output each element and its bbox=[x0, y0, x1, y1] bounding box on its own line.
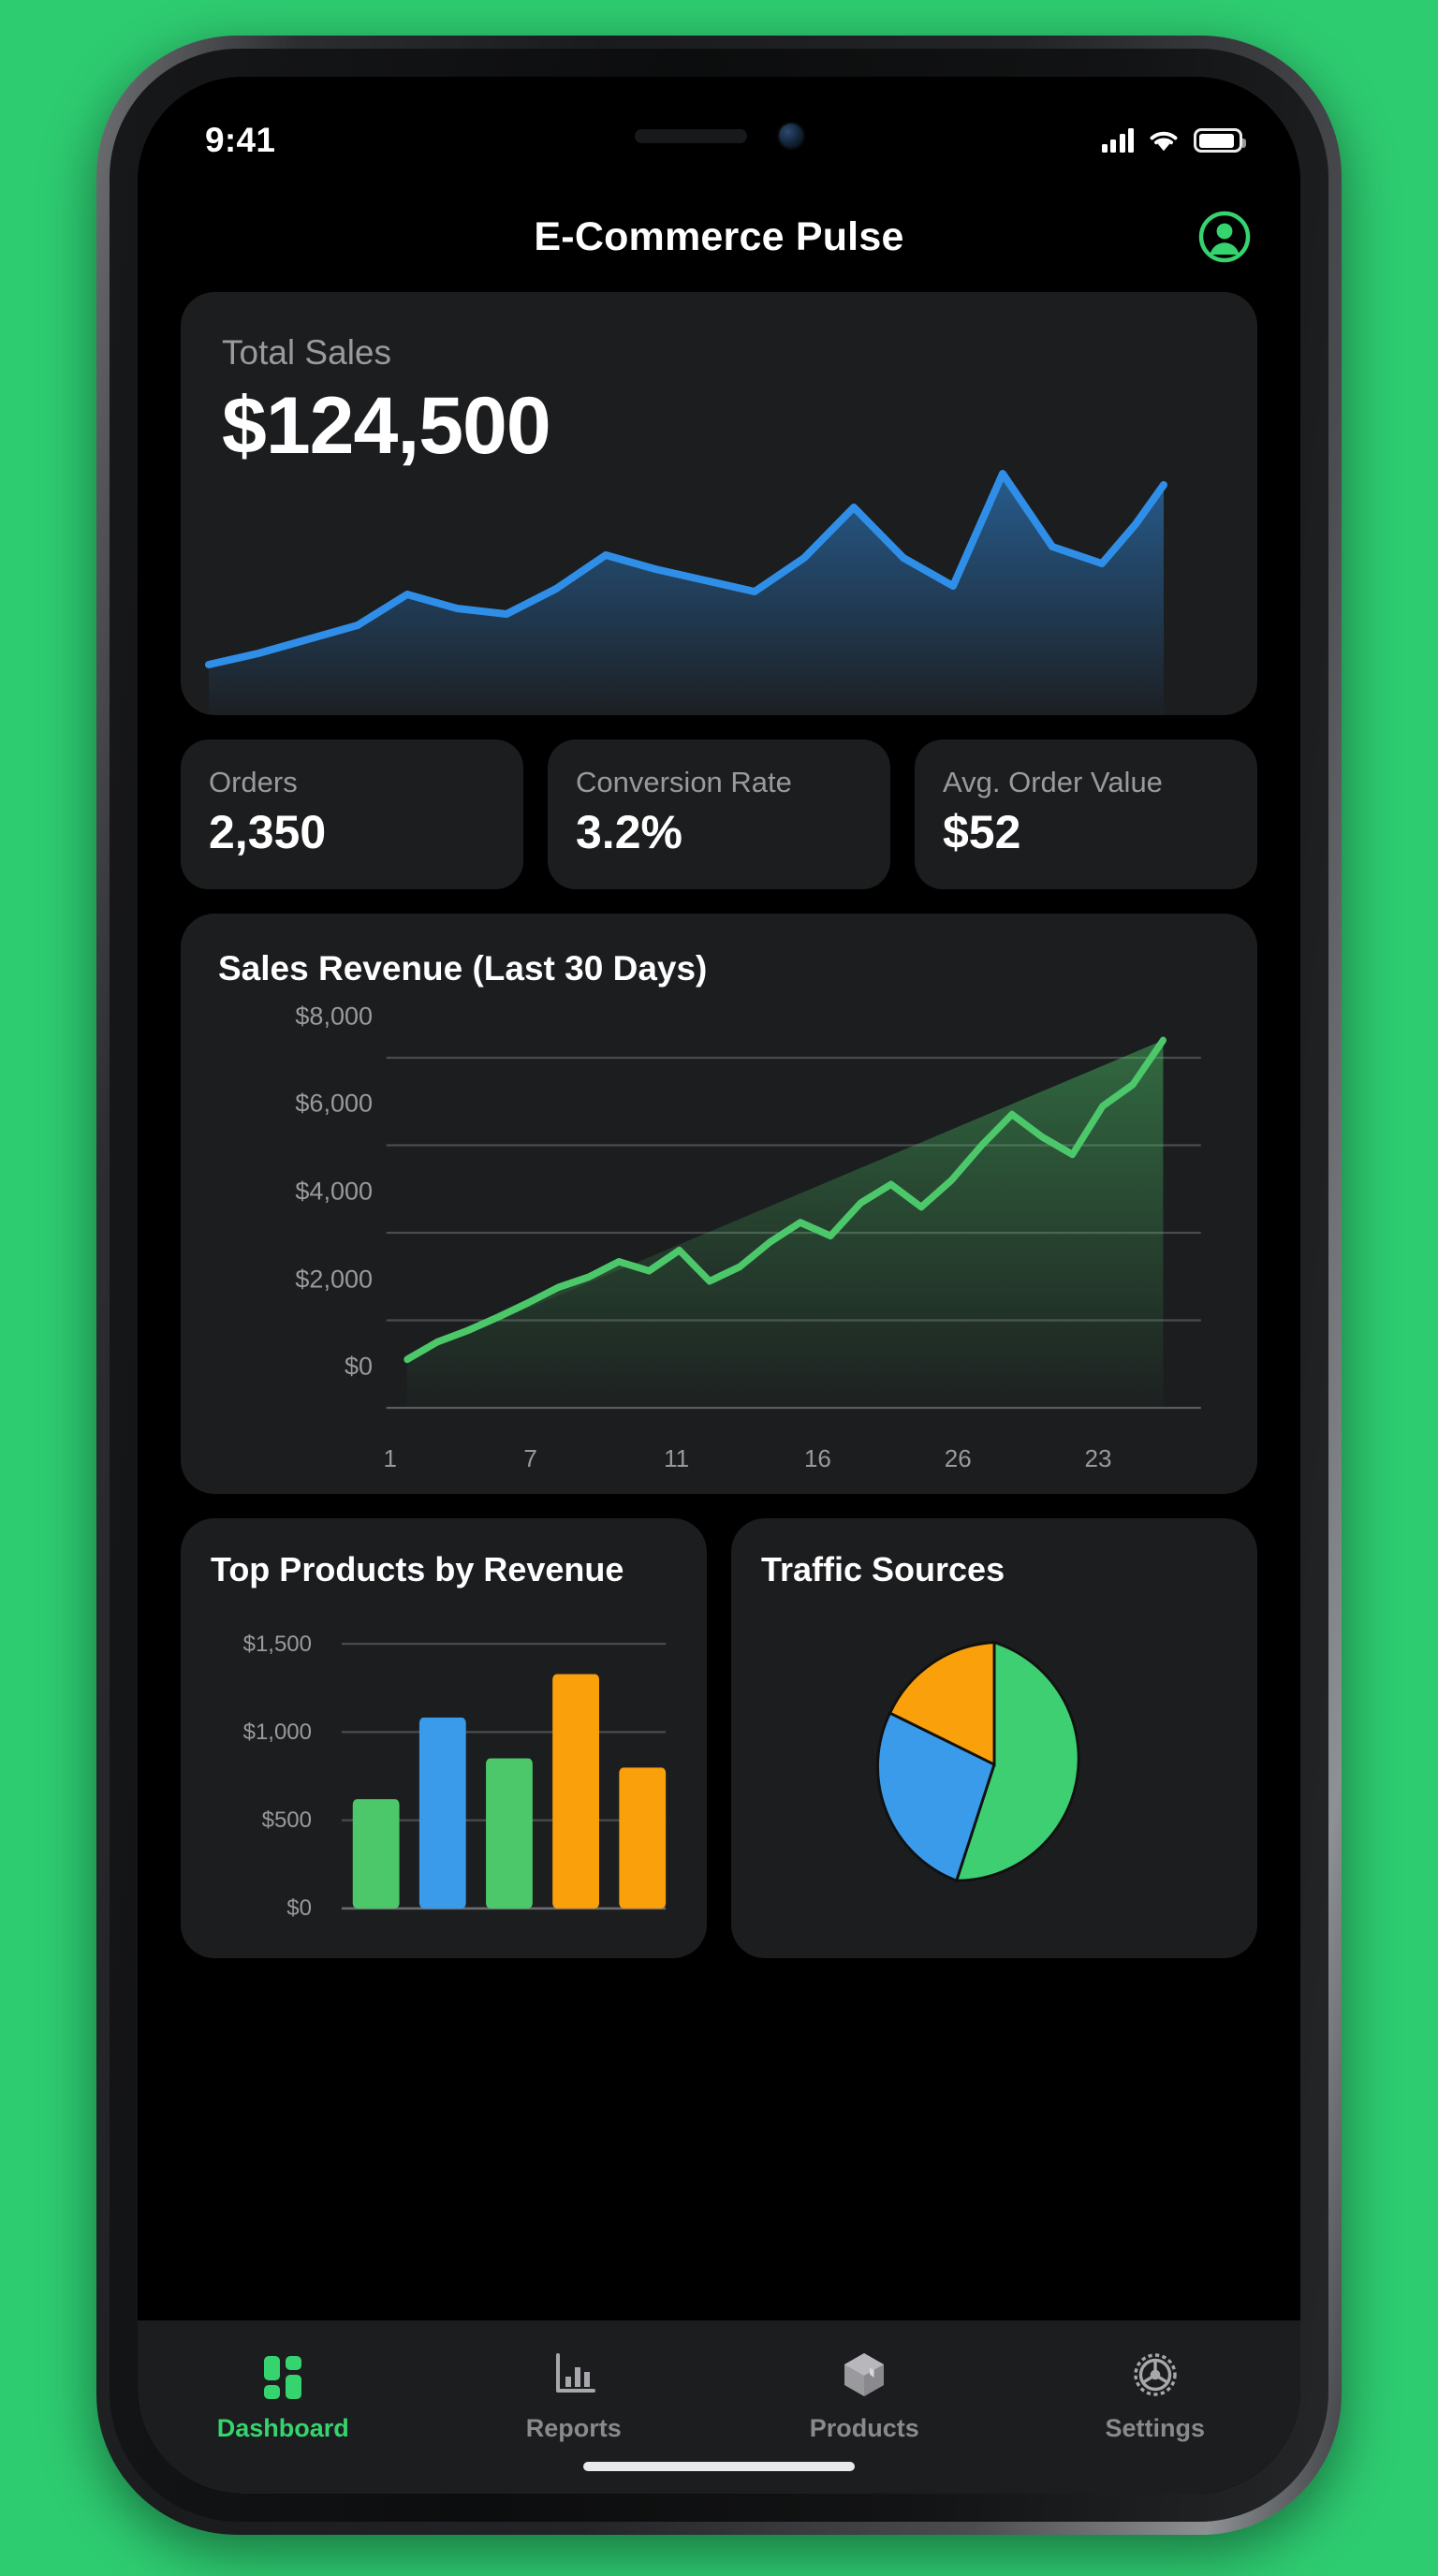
sales-revenue-plot-area bbox=[386, 1036, 1201, 1410]
gear-icon bbox=[1134, 2353, 1177, 2396]
tab-reports[interactable]: Reports bbox=[429, 2349, 720, 2443]
traffic-sources-pie bbox=[876, 1640, 1080, 1883]
app-header: E-Commerce Pulse bbox=[138, 182, 1300, 292]
sales-revenue-card[interactable]: Sales Revenue (Last 30 Days) bbox=[181, 914, 1257, 1494]
total-sales-sparkline bbox=[205, 470, 1167, 715]
kpi-card-avg-order-value[interactable]: Avg. Order Value $52 bbox=[915, 739, 1257, 889]
sales-revenue-title: Sales Revenue (Last 30 Days) bbox=[218, 949, 708, 988]
kpi-value: 2,350 bbox=[209, 806, 327, 858]
x-tick-label: 16 bbox=[803, 1444, 831, 1472]
page-title: E-Commerce Pulse bbox=[534, 213, 904, 259]
bottom-tab-bar: Dashboard Reports bbox=[138, 2320, 1300, 2494]
kpi-label: Conversion Rate bbox=[576, 766, 792, 798]
kpi-card-conversion-rate[interactable]: Conversion Rate 3.2% bbox=[548, 739, 890, 889]
y-tick-label: $4,000 bbox=[295, 1177, 373, 1206]
phone-inner-frame: 9:41 E-Commerce P bbox=[110, 49, 1328, 2522]
phone-screen: 9:41 E-Commerce P bbox=[138, 77, 1300, 2494]
y-tick-label: $0 bbox=[344, 1352, 373, 1381]
dashboard-grid-icon bbox=[264, 2356, 302, 2399]
profile-avatar-icon[interactable] bbox=[1197, 210, 1252, 264]
y-tick-label: $6,000 bbox=[295, 1089, 373, 1118]
home-indicator[interactable] bbox=[583, 2462, 855, 2471]
box-package-icon bbox=[844, 2353, 885, 2396]
kpi-label: Avg. Order Value bbox=[943, 766, 1163, 798]
traffic-sources-title: Traffic Sources bbox=[761, 1550, 1005, 1588]
top-products-card[interactable]: Top Products by Revenue bbox=[181, 1518, 707, 1958]
total-sales-value: $124,500 bbox=[222, 381, 551, 471]
kpi-value: $52 bbox=[943, 806, 1021, 858]
x-tick-label: 7 bbox=[523, 1444, 537, 1472]
tab-label: Settings bbox=[1105, 2414, 1205, 2442]
traffic-sources-card[interactable]: Traffic Sources bbox=[731, 1518, 1257, 1958]
display-notch bbox=[499, 77, 939, 182]
status-bar: 9:41 bbox=[138, 77, 1300, 182]
tab-settings[interactable]: Settings bbox=[1010, 2349, 1301, 2443]
top-products-title: Top Products by Revenue bbox=[211, 1550, 624, 1588]
earpiece-speaker bbox=[635, 128, 747, 143]
kpi-row: Orders 2,350 Conversion Rate 3.2% Avg. O… bbox=[181, 739, 1257, 889]
bottom-card-row: Top Products by Revenue bbox=[181, 1518, 1257, 1958]
dashboard-content: Total Sales $124,500 bbox=[138, 292, 1300, 2320]
tab-label: Dashboard bbox=[216, 2414, 349, 2442]
x-tick-label: 11 bbox=[664, 1444, 690, 1472]
wifi-icon bbox=[1150, 131, 1178, 152]
total-sales-card[interactable]: Total Sales $124,500 bbox=[181, 292, 1257, 715]
front-camera bbox=[779, 124, 803, 148]
traffic-sources-chart bbox=[761, 1595, 1227, 1934]
tab-label: Reports bbox=[525, 2414, 622, 2442]
bar-chart-icon bbox=[555, 2353, 595, 2393]
y-tick-label: $500 bbox=[261, 1808, 312, 1834]
total-sales-label: Total Sales bbox=[222, 333, 391, 372]
tab-dashboard[interactable]: Dashboard bbox=[138, 2349, 429, 2443]
status-bar-icons bbox=[1101, 128, 1246, 153]
y-tick-label: $0 bbox=[286, 1895, 312, 1922]
y-tick-label: $2,000 bbox=[295, 1265, 373, 1294]
status-bar-clock: 9:41 bbox=[205, 121, 276, 159]
kpi-card-orders[interactable]: Orders 2,350 bbox=[181, 739, 523, 889]
kpi-value: 3.2% bbox=[576, 806, 682, 858]
battery-icon bbox=[1194, 128, 1246, 153]
cellular-signal-icon bbox=[1101, 128, 1134, 153]
tab-label: Products bbox=[809, 2414, 919, 2442]
tab-products[interactable]: Products bbox=[719, 2349, 1010, 2443]
x-tick-label: 26 bbox=[944, 1444, 972, 1472]
y-tick-label: $1,000 bbox=[242, 1719, 312, 1745]
sales-revenue-chart: $8,000 $6,000 $4,000 $2,000 $0 1 7 11 16 bbox=[218, 1003, 1220, 1472]
x-tick-label: 1 bbox=[383, 1444, 398, 1472]
top-products-chart: $1,500 $1,000 $500 $0 bbox=[211, 1604, 677, 1934]
x-tick-label: 23 bbox=[1084, 1444, 1112, 1472]
y-tick-label: $1,500 bbox=[242, 1631, 312, 1657]
phone-bezel: 9:41 E-Commerce P bbox=[138, 77, 1300, 2494]
kpi-label: Orders bbox=[209, 766, 298, 798]
phone-chassis: 9:41 E-Commerce P bbox=[96, 36, 1342, 2535]
y-tick-label: $8,000 bbox=[295, 1002, 373, 1031]
top-products-plot-area bbox=[341, 1643, 667, 1910]
